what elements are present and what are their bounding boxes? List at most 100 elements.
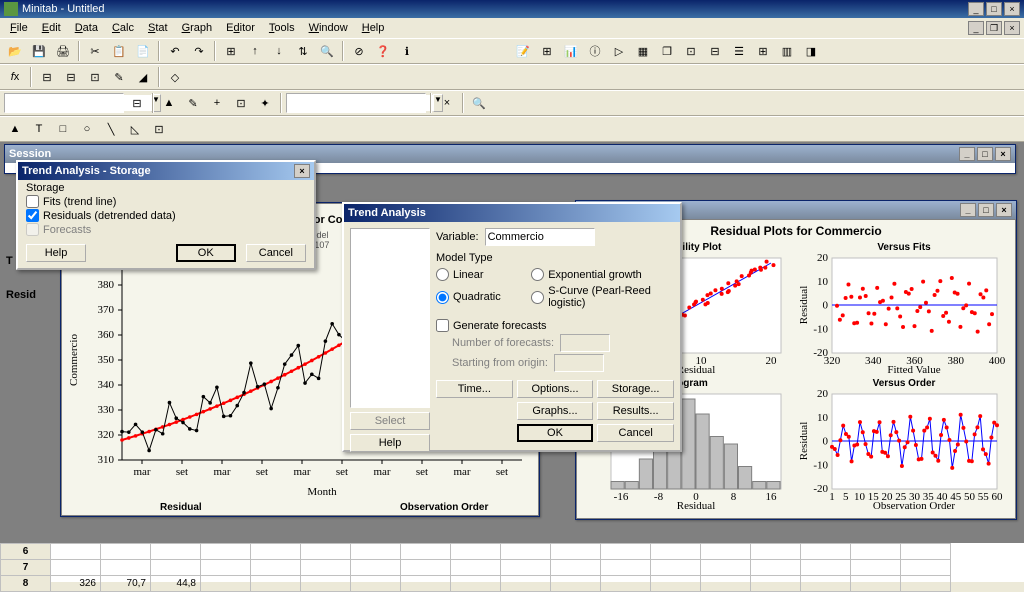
down-arrow-icon[interactable]: ↓ xyxy=(268,40,290,62)
menu-calc[interactable]: Calc xyxy=(106,20,140,36)
grid-icon[interactable]: ⊞ xyxy=(752,40,774,62)
delete-icon[interactable]: × xyxy=(436,92,458,114)
text-icon[interactable]: T xyxy=(28,118,50,140)
session-close-button[interactable]: × xyxy=(995,147,1011,161)
select-button[interactable]: Select xyxy=(350,412,430,430)
pan-icon[interactable]: ✦ xyxy=(254,92,276,114)
layout-icon[interactable]: ▦ xyxy=(632,40,654,62)
storage-cancel-button[interactable]: Cancel xyxy=(246,244,306,262)
trend-help-button[interactable]: Help xyxy=(350,434,430,452)
results-button[interactable]: Results... xyxy=(597,402,674,420)
format-icon[interactable]: ⊟ xyxy=(126,92,148,114)
marker-icon[interactable]: ⊡ xyxy=(148,118,170,140)
resid-close-button[interactable]: × xyxy=(996,203,1012,217)
undo-icon[interactable]: ↶ xyxy=(164,40,186,62)
checkbox-residuals[interactable]: Residuals (detrended data) xyxy=(26,209,306,222)
select-icon[interactable]: ▲ xyxy=(4,118,26,140)
pointer-icon[interactable]: ▲ xyxy=(158,92,180,114)
resid-min-button[interactable]: _ xyxy=(960,203,976,217)
trend-cancel-button[interactable]: Cancel xyxy=(597,424,674,442)
menu-window[interactable]: Window xyxy=(303,20,354,36)
redo-icon[interactable]: ↷ xyxy=(188,40,210,62)
clear-icon[interactable]: ◇ xyxy=(164,66,186,88)
session-max-button[interactable]: □ xyxy=(977,147,993,161)
cut-icon[interactable]: ✂ xyxy=(84,40,106,62)
menu-graph[interactable]: Graph xyxy=(176,20,219,36)
panel-icon[interactable]: ▥ xyxy=(776,40,798,62)
info-icon[interactable]: ℹ xyxy=(396,40,418,62)
insert-row-icon[interactable]: ↑ xyxy=(244,40,266,62)
graph-icon[interactable]: 📊 xyxy=(560,40,582,62)
row-icon[interactable]: ⊟ xyxy=(60,66,82,88)
storage-ok-button[interactable]: OK xyxy=(176,244,236,262)
mdi-minimize-button[interactable]: _ xyxy=(968,21,984,35)
copy-icon[interactable]: 📋 xyxy=(108,40,130,62)
eraser-icon[interactable]: ◢ xyxy=(132,66,154,88)
combo-2[interactable]: ▼ xyxy=(286,93,426,113)
maximize-button[interactable]: □ xyxy=(986,2,1002,16)
menu-data[interactable]: Data xyxy=(69,20,104,36)
menu-tools[interactable]: Tools xyxy=(263,20,301,36)
paste-icon[interactable]: 📄 xyxy=(132,40,154,62)
mdi-close-button[interactable]: × xyxy=(1004,21,1020,35)
zoom-icon[interactable]: ⊡ xyxy=(230,92,252,114)
variable-input[interactable] xyxy=(485,228,595,246)
line-icon[interactable]: ╲ xyxy=(100,118,122,140)
print-icon[interactable]: 🖨 xyxy=(52,40,74,62)
menu-editor[interactable]: Editor xyxy=(220,20,261,36)
worksheet[interactable]: 67832670,744,8 xyxy=(0,542,1024,582)
storage-button[interactable]: Storage... xyxy=(597,380,674,398)
brush-icon[interactable]: ⓘ xyxy=(584,40,606,62)
circle-icon[interactable]: ○ xyxy=(76,118,98,140)
last-icon[interactable]: ◨ xyxy=(800,40,822,62)
graphs-button[interactable]: Graphs... xyxy=(517,402,594,420)
sort-icon[interactable]: ⇅ xyxy=(292,40,314,62)
polyline-icon[interactable]: ◺ xyxy=(124,118,146,140)
crosshair-icon[interactable]: + xyxy=(206,92,228,114)
brush2-icon[interactable]: ✎ xyxy=(108,66,130,88)
data-icon[interactable]: ⊞ xyxy=(536,40,558,62)
cancel-icon[interactable]: ⊘ xyxy=(348,40,370,62)
options-button[interactable]: Options... xyxy=(517,380,594,398)
rect-icon[interactable]: □ xyxy=(52,118,74,140)
minimize-button[interactable]: _ xyxy=(968,2,984,16)
find-icon[interactable]: 🔍 xyxy=(316,40,338,62)
worksheet-icon[interactable]: ⊞ xyxy=(220,40,242,62)
checkbox-fits[interactable]: Fits (trend line) xyxy=(26,195,306,208)
menu-edit[interactable]: Edit xyxy=(36,20,67,36)
menu-file[interactable]: File xyxy=(4,20,34,36)
window-list-icon[interactable]: ☰ xyxy=(728,40,750,62)
trend-ok-button[interactable]: OK xyxy=(517,424,594,442)
arrange-icon[interactable]: ⊟ xyxy=(704,40,726,62)
fx-icon[interactable]: fx xyxy=(4,66,26,88)
radio-quadratic[interactable]: Quadratic xyxy=(436,285,531,309)
checkbox-generate-forecasts[interactable]: Generate forecasts xyxy=(436,319,674,332)
session-icon[interactable]: 📝 xyxy=(512,40,534,62)
resid-max-button[interactable]: □ xyxy=(978,203,994,217)
svg-text:350: 350 xyxy=(98,354,115,366)
nav-icon[interactable]: ▷ xyxy=(608,40,630,62)
time-button[interactable]: Time... xyxy=(436,380,513,398)
storage-close-button[interactable]: × xyxy=(294,164,310,178)
brush3-icon[interactable]: ✎ xyxy=(182,92,204,114)
combo-1[interactable]: ▼ xyxy=(4,93,124,113)
radio-linear[interactable]: Linear xyxy=(436,268,531,281)
search-icon[interactable]: 🔍 xyxy=(468,92,490,114)
cascade-icon[interactable]: ❐ xyxy=(656,40,678,62)
menu-stat[interactable]: Stat xyxy=(142,20,174,36)
help-icon[interactable]: ❓ xyxy=(372,40,394,62)
mdi-restore-button[interactable]: ❐ xyxy=(986,21,1002,35)
storage-help-button[interactable]: Help xyxy=(26,244,86,262)
variable-listbox[interactable] xyxy=(350,228,430,408)
tile-icon[interactable]: ⊡ xyxy=(680,40,702,62)
cell-icon[interactable]: ⊡ xyxy=(84,66,106,88)
col-icon[interactable]: ⊟ xyxy=(36,66,58,88)
svg-text:20: 20 xyxy=(766,355,778,367)
menu-help[interactable]: Help xyxy=(356,20,391,36)
close-button[interactable]: × xyxy=(1004,2,1020,16)
open-icon[interactable]: 📂 xyxy=(4,40,26,62)
radio-exponential[interactable]: Exponential growth xyxy=(531,268,674,281)
session-min-button[interactable]: _ xyxy=(959,147,975,161)
radio-scurve[interactable]: S-Curve (Pearl-Reed logistic) xyxy=(531,285,674,309)
save-icon[interactable]: 💾 xyxy=(28,40,50,62)
